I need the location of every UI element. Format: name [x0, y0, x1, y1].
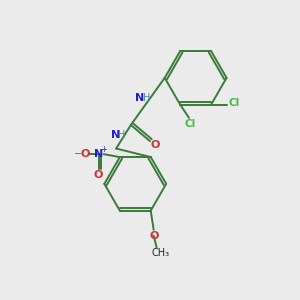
Text: H: H — [118, 130, 126, 140]
Text: +: + — [100, 145, 107, 154]
Text: N: N — [94, 149, 103, 159]
Text: O: O — [151, 140, 160, 150]
Text: CH₃: CH₃ — [152, 248, 170, 258]
Text: Cl: Cl — [185, 119, 196, 129]
Text: O: O — [80, 149, 90, 159]
Text: N: N — [135, 94, 144, 103]
Text: O: O — [150, 231, 159, 241]
Text: N: N — [111, 130, 120, 140]
Text: O: O — [94, 170, 103, 180]
Text: −: − — [74, 149, 82, 159]
Text: H: H — [142, 94, 150, 103]
Text: Cl: Cl — [228, 98, 239, 108]
